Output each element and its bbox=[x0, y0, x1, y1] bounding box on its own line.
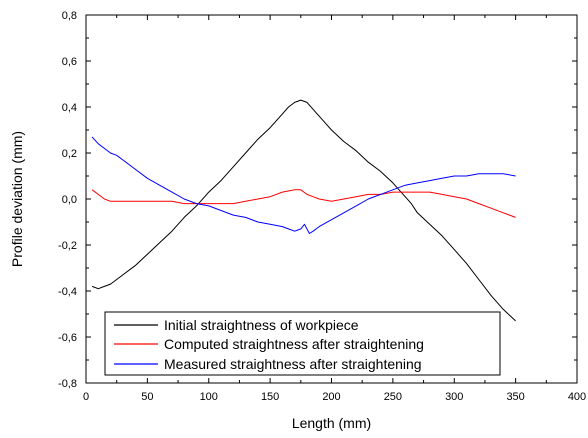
x-tick-label: 300 bbox=[445, 391, 463, 403]
y-tick-label: -0,8 bbox=[58, 378, 77, 390]
y-tick-label: 0,6 bbox=[62, 56, 77, 68]
ticks-layer: 0 50 100 150 200 250 300 350 400 -0,8 -0,6 -0,4 -0,2… bbox=[58, 10, 586, 403]
legend-item-computed: Computed straightness after straightenin… bbox=[114, 336, 424, 352]
legend-label-computed: Computed straightness after straightenin… bbox=[164, 336, 424, 352]
y-tick-label: -0,4 bbox=[58, 286, 77, 298]
y-tick-label: 0,4 bbox=[62, 102, 77, 114]
y-tick-label: -0,2 bbox=[58, 240, 77, 252]
legend-label-measured: Measured straightness after straightenin… bbox=[164, 356, 422, 372]
legend-item-initial: Initial straightness of workpiece bbox=[114, 317, 359, 333]
series-line-computed bbox=[91, 189, 516, 218]
series-line-initial bbox=[91, 99, 516, 322]
series-line-measured bbox=[91, 136, 516, 234]
x-tick-label: 50 bbox=[141, 391, 153, 403]
x-axis-title: Length (mm) bbox=[292, 415, 371, 431]
x-tick-label: 250 bbox=[384, 391, 402, 403]
y-tick-label: 0,0 bbox=[62, 194, 77, 206]
legend-label-initial: Initial straightness of workpiece bbox=[164, 317, 359, 333]
series-layer bbox=[91, 99, 516, 322]
legend-box bbox=[104, 311, 501, 376]
y-tick-label: 0,2 bbox=[62, 148, 77, 160]
x-tick-label: 350 bbox=[506, 391, 524, 403]
y-axis-title: Profile deviation (mm) bbox=[9, 131, 25, 267]
x-tick-label: 200 bbox=[322, 391, 340, 403]
x-tick-label: 100 bbox=[200, 391, 218, 403]
legend: Initial straightness of workpiece Comput… bbox=[104, 311, 501, 376]
x-tick-label: 150 bbox=[261, 391, 279, 403]
x-tick-label: 400 bbox=[568, 391, 586, 403]
x-tick-label: 0 bbox=[83, 391, 89, 403]
legend-item-measured: Measured straightness after straightenin… bbox=[114, 356, 422, 372]
y-tick-label: -0,6 bbox=[58, 332, 77, 344]
y-tick-label: 0,8 bbox=[62, 10, 77, 22]
